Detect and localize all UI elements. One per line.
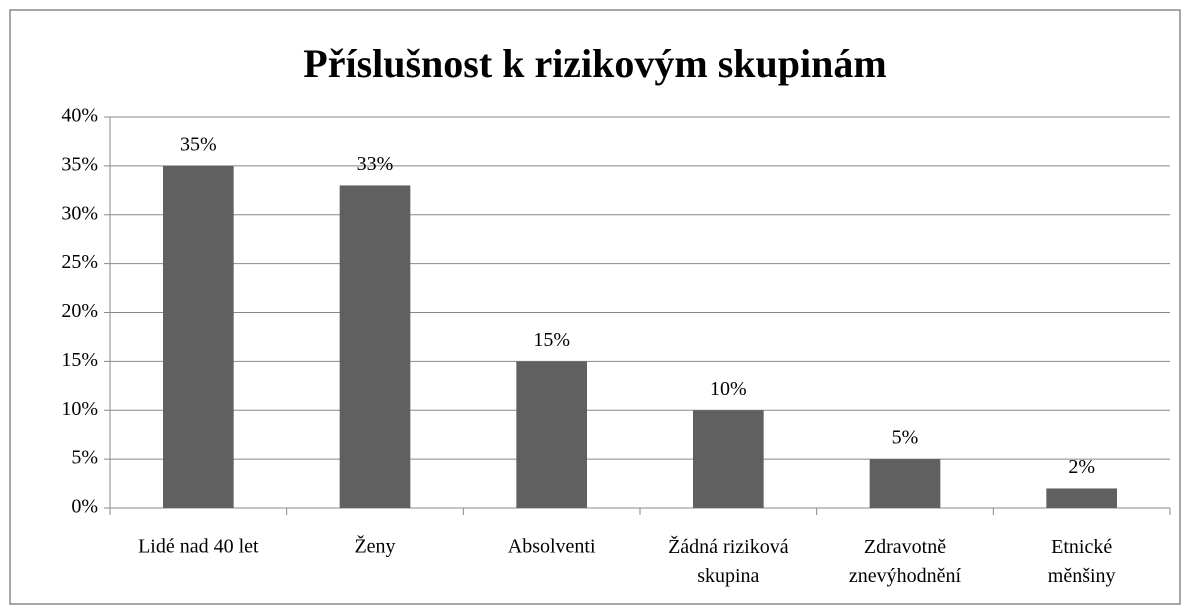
- bar: [163, 165, 234, 508]
- y-tick-label: 0%: [71, 496, 98, 518]
- data-label: 2%: [1068, 456, 1095, 478]
- bar: [516, 361, 587, 508]
- data-label: 15%: [533, 329, 570, 351]
- x-tick-label: Absolventi: [508, 536, 596, 558]
- y-tick-label: 20%: [61, 300, 98, 322]
- x-tick-label: Žádná riziková skupina: [668, 535, 789, 587]
- y-tick-label: 30%: [61, 202, 98, 224]
- data-label: 10%: [710, 378, 747, 400]
- bar: [693, 410, 764, 508]
- bar: [1046, 488, 1117, 508]
- bar: [869, 459, 941, 508]
- y-tick-label: 25%: [61, 251, 98, 273]
- y-tick-label: 35%: [61, 153, 98, 175]
- x-tick-label: Ženy: [354, 535, 395, 558]
- y-tick-label: 15%: [61, 349, 98, 371]
- y-tick-label: 5%: [71, 447, 98, 469]
- y-tick-label: 40%: [61, 105, 98, 127]
- bar: [339, 185, 411, 509]
- data-label: 5%: [892, 427, 919, 449]
- x-tick-label: Etnické měnšiny: [1048, 536, 1116, 587]
- x-tick-label: Lidé nad 40 let: [138, 536, 259, 558]
- x-tick-label: Zdravotně znevýhodnění: [849, 536, 962, 587]
- data-label: 33%: [357, 153, 394, 175]
- y-tick-label: 10%: [61, 398, 98, 420]
- chart-title: Příslušnost k rizikovým skupinám: [303, 41, 886, 86]
- data-label: 35%: [180, 133, 217, 155]
